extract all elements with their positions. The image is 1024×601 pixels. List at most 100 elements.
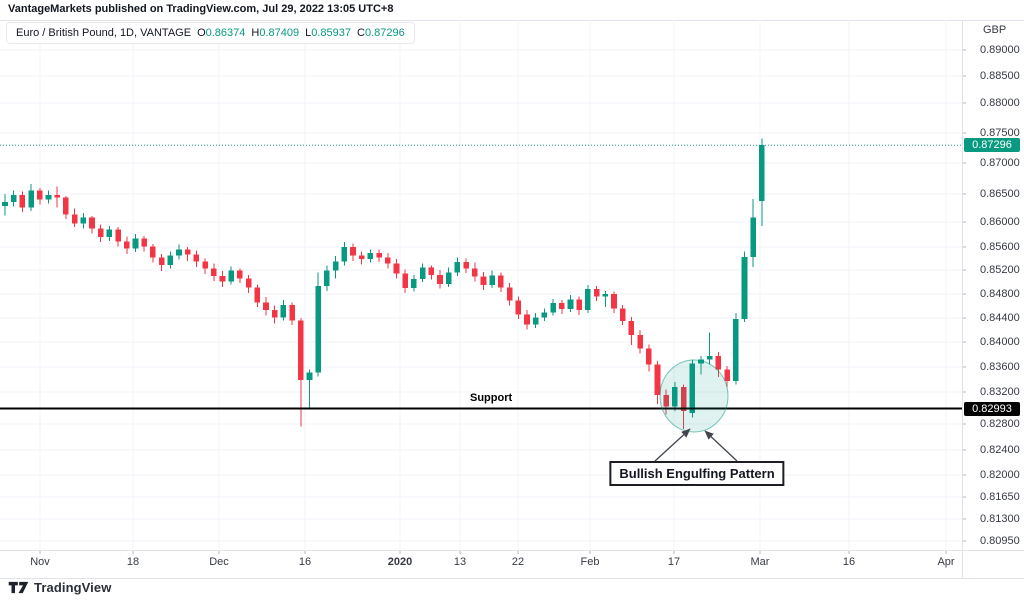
- last-price-tag: 0.87296: [964, 138, 1020, 153]
- annotation-arrow: [704, 430, 738, 462]
- candle-body: [280, 304, 287, 318]
- candle-body: [724, 369, 730, 381]
- candle-body: [541, 312, 548, 318]
- candle-body: [698, 359, 704, 364]
- candle-body: [602, 294, 609, 297]
- support-label: Support: [470, 392, 513, 404]
- candle-body: [428, 267, 435, 275]
- candle-body: [506, 287, 513, 301]
- tradingview-brand-text: TradingView: [34, 580, 112, 595]
- candle-body: [585, 289, 591, 311]
- axis-tick-marks: [39, 49, 966, 554]
- footer-divider: [0, 578, 1024, 579]
- time-tick-label: Feb: [580, 556, 600, 568]
- time-tick-label: 16: [842, 556, 856, 568]
- tradingview-branding[interactable]: TradingView: [8, 580, 111, 595]
- price-tick-label: 0.85200: [980, 264, 1020, 276]
- grid-lines: [0, 20, 962, 550]
- candle-body: [193, 254, 200, 262]
- candle-body: [132, 238, 139, 249]
- candle-body: [663, 395, 669, 407]
- price-axis-divider: [962, 20, 963, 578]
- price-tick-label: 0.83600: [980, 361, 1020, 373]
- price-tick-label: 0.84400: [980, 312, 1020, 324]
- candle-body: [228, 270, 234, 282]
- candle-body: [184, 249, 191, 255]
- tradingview-logo-icon: [8, 581, 29, 594]
- attribution-text: VantageMarkets published on TradingView.…: [8, 3, 394, 15]
- candle-body: [341, 247, 348, 262]
- price-tick-label: 0.82000: [980, 469, 1020, 481]
- time-tick-label: 17: [667, 556, 681, 568]
- candle-body: [150, 246, 156, 258]
- time-tick-label: 2020: [387, 556, 413, 568]
- candles-series: [2, 138, 765, 430]
- candle-body: [350, 247, 356, 256]
- candle-body: [498, 275, 504, 288]
- time-tick-label: 13: [453, 556, 467, 568]
- pattern-highlight-circle[interactable]: [659, 359, 729, 433]
- candle-body: [37, 190, 43, 200]
- candle-body: [463, 261, 469, 269]
- pattern-annotation-box[interactable]: Bullish Engulfing Pattern: [609, 461, 785, 486]
- candle-body: [419, 267, 426, 279]
- header-divider: [0, 20, 1024, 21]
- time-tick-label: Dec: [209, 556, 229, 568]
- time-tick-label: 16: [298, 556, 312, 568]
- annotation-arrow: [654, 428, 691, 462]
- candle-body: [97, 228, 104, 237]
- candle-body: [393, 263, 400, 274]
- time-axis-divider: [0, 550, 1024, 551]
- candle-body: [141, 238, 147, 247]
- price-tick-label: 0.82800: [980, 418, 1020, 430]
- ohlc-open: O0.86374: [197, 27, 246, 39]
- candle-body: [80, 217, 87, 224]
- candle-body: [124, 241, 130, 249]
- candle-body: [332, 261, 339, 271]
- candle-body: [489, 275, 495, 285]
- candle-body: [237, 270, 243, 279]
- symbol-legend[interactable]: Euro / British Pound, 1D, VANTAGE O0.863…: [6, 22, 415, 44]
- candle-body: [733, 319, 739, 381]
- candle-body: [445, 272, 452, 284]
- price-tick-label: 0.89000: [980, 44, 1020, 56]
- price-axis[interactable]: GBP 0.89000 0.88500 0.88000 0.87500 0.87000 0…: [962, 20, 1024, 550]
- candle-body: [2, 201, 8, 206]
- candle-body: [158, 257, 165, 265]
- candle-body: [532, 317, 539, 325]
- candle-body: [89, 217, 95, 229]
- candle-body: [315, 286, 321, 373]
- candle-body: [672, 387, 678, 407]
- price-tick-label: 0.88000: [980, 97, 1020, 109]
- candle-body: [167, 255, 174, 265]
- candle-body: [19, 195, 26, 208]
- candle-body: [271, 310, 278, 318]
- candle-body: [211, 268, 217, 276]
- candle-body: [71, 214, 78, 224]
- time-tick-label: 22: [511, 556, 525, 568]
- candle-body: [480, 276, 487, 285]
- candle-body: [263, 302, 269, 311]
- candle-body: [759, 145, 765, 202]
- price-tick-label: 0.87000: [980, 157, 1020, 169]
- candle-body: [559, 303, 565, 309]
- candle-body: [515, 300, 522, 315]
- candle-body: [567, 299, 574, 309]
- candle-body: [245, 278, 252, 288]
- candle-body: [28, 190, 34, 208]
- price-tick-label: 0.80950: [980, 535, 1020, 547]
- candle-body: [54, 195, 60, 198]
- ohlc-close: C0.87296: [357, 27, 405, 39]
- candle-body: [619, 308, 626, 321]
- price-tick-label: 0.82400: [980, 444, 1020, 456]
- candle-body: [358, 255, 365, 260]
- ohlc-high: H0.87409: [251, 27, 300, 39]
- candle-body: [45, 195, 52, 200]
- candle-body: [611, 294, 617, 309]
- candle-body: [289, 304, 295, 321]
- price-tick-label: 0.81300: [980, 513, 1020, 525]
- price-tick-label: 0.86500: [980, 188, 1020, 200]
- price-tick-label: 0.83200: [980, 386, 1020, 398]
